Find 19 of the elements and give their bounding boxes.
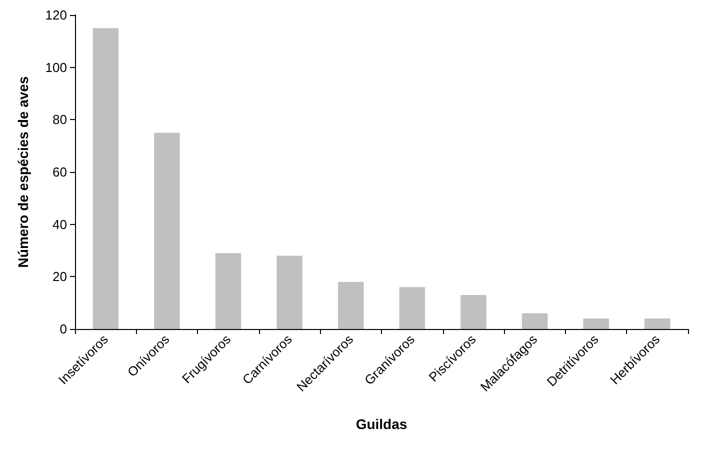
y-tick-label: 40 — [52, 216, 67, 232]
y-axis-title: Número de espécies de aves — [15, 76, 31, 268]
bar — [154, 132, 180, 329]
bar — [583, 318, 609, 329]
bar — [338, 282, 364, 329]
x-axis-title: Guildas — [356, 416, 408, 432]
y-tick-label: 0 — [60, 322, 67, 336]
y-tick-label: 60 — [52, 164, 67, 180]
y-tick-label: 80 — [52, 112, 67, 128]
bar — [522, 313, 548, 329]
bar — [644, 318, 670, 329]
y-tick-label: 120 — [45, 8, 67, 22]
bar — [276, 256, 302, 329]
y-tick-label: 20 — [52, 269, 67, 284]
bar — [460, 294, 486, 329]
bar — [399, 287, 426, 329]
bar — [215, 253, 242, 329]
y-tick-label: 100 — [45, 60, 67, 75]
bar — [92, 28, 119, 329]
